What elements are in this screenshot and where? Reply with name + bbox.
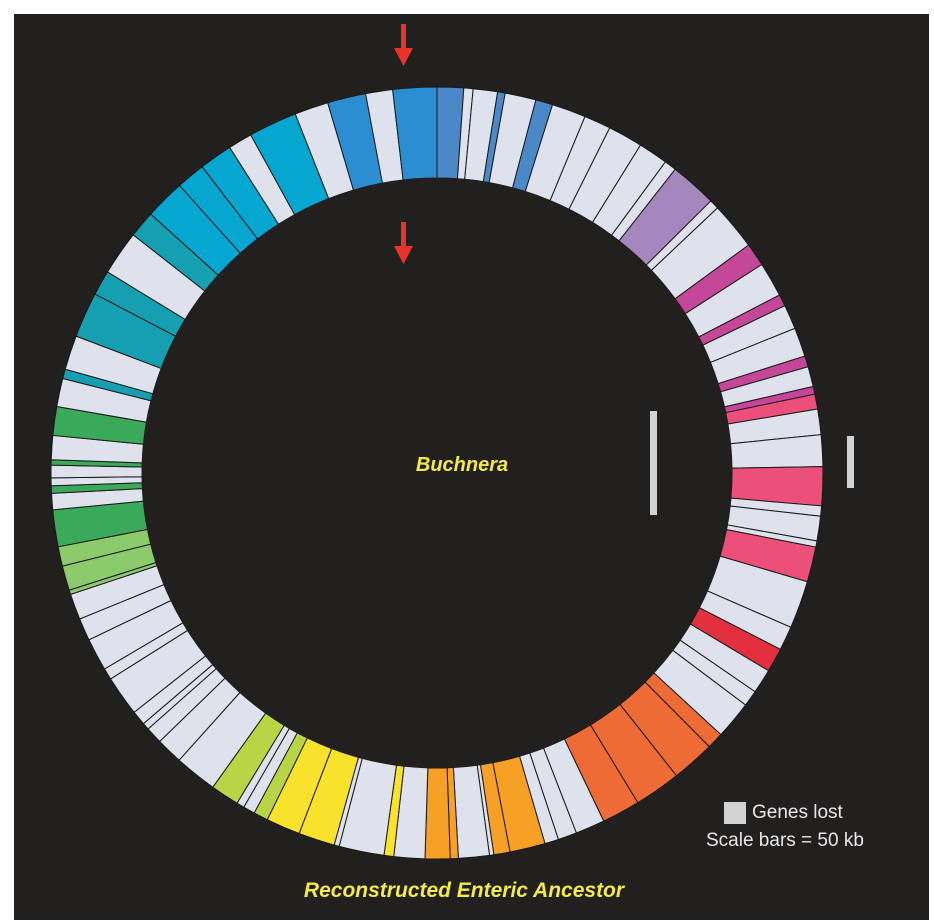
scale-label: Scale bars = 50 kb	[706, 830, 864, 851]
ancestor-gene-segment	[424, 767, 451, 860]
gene-map-figure: Buchnera Reconstructed Enteric Ancestor …	[14, 14, 929, 920]
legend-genes-lost: Genes lost	[706, 802, 864, 824]
inner-scale-bar	[650, 411, 657, 515]
inner-arrow-icon	[394, 222, 413, 264]
buchnera-label: Buchnera	[415, 454, 509, 476]
genes-lost-swatch	[724, 802, 746, 824]
legend: Genes lost Scale bars = 50 kb	[706, 802, 864, 852]
outer-scale-bar	[847, 436, 854, 488]
ancestor-title: Reconstructed Enteric Ancestor	[303, 879, 625, 902]
inner-ring-hole	[301, 337, 573, 609]
genome-rings	[50, 24, 854, 860]
genes-lost-label: Genes lost	[752, 802, 843, 823]
outer-arrow-icon	[394, 24, 413, 66]
